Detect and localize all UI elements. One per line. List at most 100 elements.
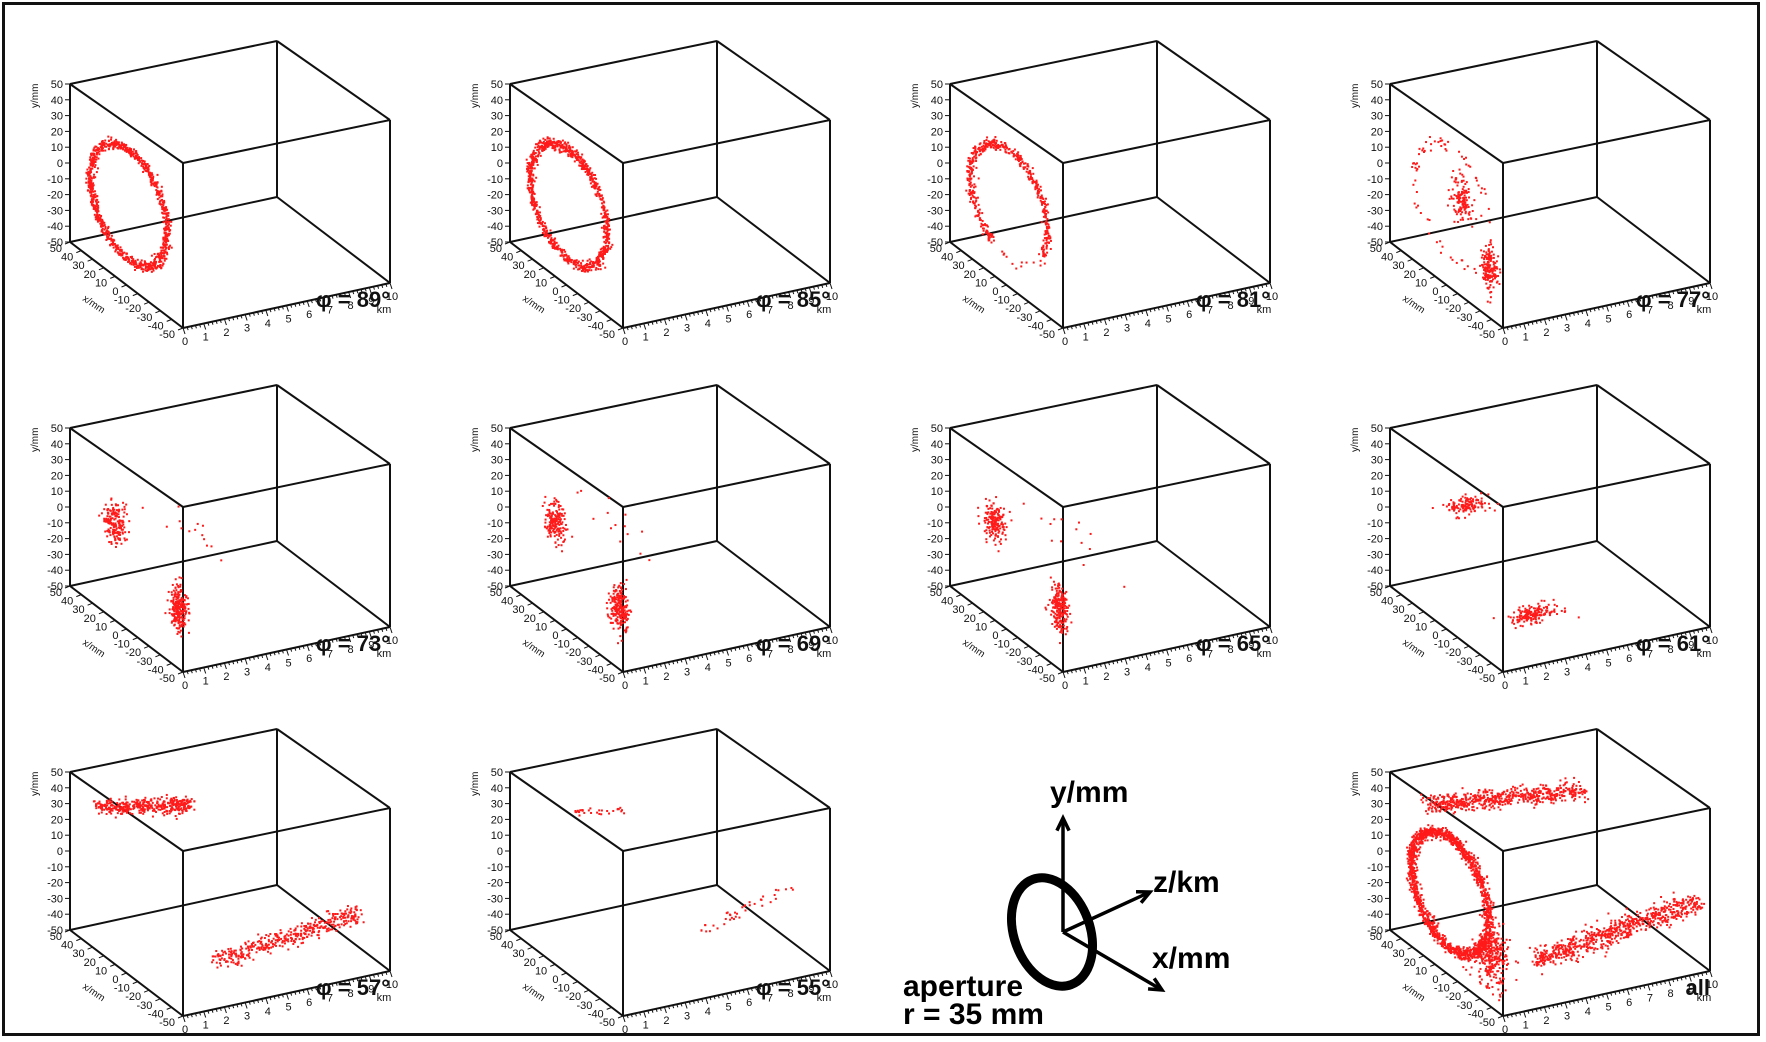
x-tick-label: 30 <box>512 948 524 960</box>
z-tick <box>389 282 393 290</box>
z-tick-label: 7 <box>1647 649 1653 661</box>
y-axis-label: y/mm <box>1350 84 1361 108</box>
y-tick-label: 40 <box>491 783 503 795</box>
z-tick <box>1606 305 1609 312</box>
y-axis-label: y/mm <box>30 772 41 796</box>
cube-edge <box>1389 427 1504 508</box>
aperture-radius-label: r = 35 mm <box>903 998 1044 1031</box>
y-tick-label: 10 <box>931 142 943 154</box>
z-tick <box>1186 300 1190 308</box>
x-tick <box>1497 1015 1504 1019</box>
x-axis-label: x/mm <box>80 293 106 316</box>
x-tick <box>1046 318 1052 322</box>
scatter-points <box>977 496 1126 645</box>
x-tick <box>1407 258 1413 262</box>
cube-edge <box>1596 384 1711 465</box>
z-tick-label: 4 <box>1585 318 1591 330</box>
x-tick-label: 40 <box>1381 252 1393 264</box>
y-axis-label: y/mm <box>30 84 41 108</box>
z-tick-label: 6 <box>1626 653 1632 665</box>
z-tick-label: 9 <box>808 640 814 652</box>
z-tick-label: 6 <box>746 997 752 1009</box>
z-tick-label: 9 <box>808 296 814 308</box>
x-tick-label: -20 <box>1005 303 1021 315</box>
x-tick-label: 50 <box>50 931 62 943</box>
z-tick <box>1083 667 1087 674</box>
x-tick-label: 30 <box>1392 604 1404 616</box>
y-tick-label: -10 <box>487 862 503 874</box>
x-tick-label: -10 <box>994 295 1010 307</box>
x-tick-label: -10 <box>1434 983 1450 995</box>
y-tick-label: 0 <box>937 502 943 514</box>
z-tick-label: 8 <box>788 300 794 312</box>
z-tick <box>829 970 833 978</box>
z-tick-label: 1 <box>203 1020 209 1032</box>
x-tick-label: 40 <box>501 940 513 952</box>
z-tick-label: 5 <box>285 658 291 670</box>
x-tick <box>1430 619 1436 623</box>
z-tick <box>1166 305 1169 312</box>
x-tick-label: -10 <box>114 983 130 995</box>
x-tick-label: -50 <box>159 1017 175 1029</box>
x-tick-label: -10 <box>994 639 1010 651</box>
x-tick <box>166 662 172 666</box>
z-tick-label: 3 <box>244 667 250 679</box>
scatter-points <box>1405 776 1706 1002</box>
z-tick-label: 6 <box>306 653 312 665</box>
cube-edge <box>1156 540 1271 628</box>
y-tick-label: 0 <box>57 158 63 170</box>
x-tick-label: 10 <box>535 277 547 289</box>
z-tick <box>244 1002 248 1009</box>
cube-edge <box>1389 540 1598 587</box>
z-tick-label: 10 <box>386 979 398 991</box>
y-tick-label: -20 <box>1367 534 1383 546</box>
z-tick-label: 4 <box>705 1006 711 1018</box>
x-tick-label: 30 <box>72 604 84 616</box>
y-tick-label: -20 <box>487 878 503 890</box>
x-axis-label: x/mm <box>80 981 106 1004</box>
x-tick-label: -20 <box>565 647 581 659</box>
z-tick <box>808 631 812 638</box>
z-tick <box>663 1006 667 1014</box>
x-tick <box>1012 293 1018 297</box>
x-tick <box>967 602 973 606</box>
z-tick <box>705 653 709 661</box>
scatter-points <box>92 793 365 969</box>
x-tick-label: 50 <box>490 243 502 255</box>
x-tick-label: 0 <box>552 286 558 298</box>
y-tick-label: -30 <box>927 205 943 217</box>
z-tick-label: 9 <box>1248 296 1254 308</box>
z-tick <box>726 649 729 656</box>
z-tick <box>746 644 750 652</box>
z-tick <box>368 287 372 294</box>
x-tick-label: -30 <box>136 1000 152 1012</box>
z-tick-label: 10 <box>1266 635 1278 647</box>
y-tick-label: -40 <box>927 565 943 577</box>
x-tick-label: 30 <box>952 260 964 272</box>
x-tick <box>1418 267 1425 271</box>
x-tick <box>110 275 116 279</box>
y-tick-label: -50 <box>487 237 503 249</box>
y-tick-label: 10 <box>491 830 503 842</box>
panel-2: 50403020100-10-20-30-40-50y/mm5040302010… <box>470 40 838 348</box>
x-tick-label: -40 <box>1468 320 1484 332</box>
x-tick <box>944 241 951 245</box>
x-tick <box>1057 327 1064 331</box>
x-tick-label: -10 <box>554 295 570 307</box>
z-tick-label: 8 <box>1228 644 1234 656</box>
z-tick-label: 4 <box>705 662 711 674</box>
panel-label: φ = 65° <box>1196 631 1270 656</box>
diagram-x-label: x/mm <box>1152 942 1230 975</box>
x-tick <box>572 981 578 985</box>
x-tick <box>550 963 556 967</box>
x-tick-label: 10 <box>975 277 987 289</box>
cube-edge <box>182 119 391 164</box>
z-tick-label: 6 <box>1626 309 1632 321</box>
z-tick-label: 2 <box>663 1015 669 1027</box>
x-tick <box>1497 327 1504 331</box>
z-tick <box>1626 300 1630 308</box>
z-axis-label: km <box>817 992 832 1004</box>
y-tick-label: -30 <box>47 205 63 217</box>
cube-edge <box>509 40 718 85</box>
